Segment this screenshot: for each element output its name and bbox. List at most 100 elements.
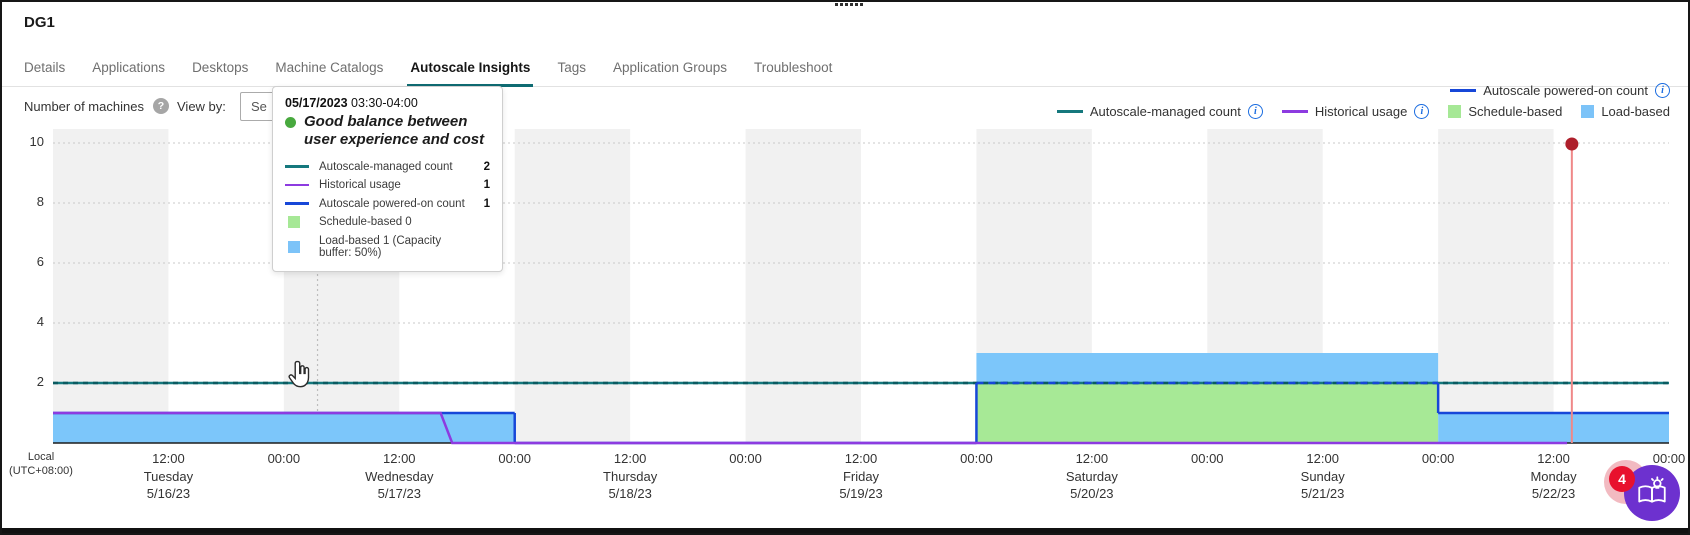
chart-y-axis-title: Number of machines [24, 99, 144, 114]
day-name-label: Tuesday [143, 469, 194, 484]
x-tick-label: 12:00 [613, 451, 647, 466]
window-bottom-edge [2, 528, 1688, 533]
tooltip-row-value: 1 [483, 179, 490, 192]
book-lightbulb-icon [1638, 476, 1666, 503]
legend-swatch-icon [1581, 105, 1595, 118]
x-tick-label: 00:00 [1652, 451, 1686, 466]
tooltip-row-value: 1 [483, 197, 490, 210]
legend-item: Load-based [1581, 104, 1670, 119]
tooltip-row-label: Schedule-based 0 [319, 216, 412, 229]
tooltip-swatch-icon [288, 216, 300, 229]
y-tick-label: 2 [36, 374, 44, 389]
info-icon[interactable]: i [1655, 83, 1670, 98]
legend-label: Autoscale-managed count [1089, 104, 1241, 119]
tooltip-row: Schedule-based 0 [285, 216, 490, 229]
tab-desktops[interactable]: Desktops [192, 60, 249, 75]
day-date-label: 5/20/23 [1070, 486, 1114, 501]
tooltip-swatch-icon [285, 202, 309, 205]
tab-autoscale-insights[interactable]: Autoscale Insights [407, 48, 534, 87]
tooltip-row: Autoscale powered-on count 1 [285, 198, 490, 210]
tooltip-row: Autoscale-managed count 2 [285, 161, 490, 173]
info-icon[interactable]: i [1247, 104, 1263, 119]
x-tick-label: 12:00 [152, 451, 185, 466]
day-date-label: 5/22/23 [1531, 486, 1576, 501]
x-tick-label: 12:00 [844, 451, 878, 466]
day-name-label: Friday [842, 469, 880, 484]
tooltip-row: Historical usage 1 [285, 179, 490, 191]
timezone-label: Local (UTC+08:00) [8, 450, 74, 479]
tooltip-row: Load-based 1 (Capacity buffer: 50%) [285, 235, 490, 259]
fab-notification-badge: 4 [1609, 466, 1635, 492]
tab-details[interactable]: Details [24, 60, 66, 75]
x-tick-label: 12:00 [383, 451, 416, 466]
tab-application-groups[interactable]: Application Groups [612, 60, 728, 75]
chart-tooltip: 05/17/2023 03:30-04:00 Good balance betw… [272, 86, 503, 272]
x-tick-label: 12:00 [1075, 451, 1109, 466]
tooltip-swatch-icon [285, 165, 309, 168]
mouse-cursor-icon [288, 360, 310, 388]
tooltip-headline: Good balance between user experience and… [304, 113, 485, 149]
day-name-label: Sunday [1300, 469, 1345, 484]
tooltip-row-label: Load-based 1 (Capacity buffer: 50%) [319, 234, 442, 259]
x-tick-label: 12:00 [1537, 451, 1570, 466]
y-tick-label: 8 [36, 194, 44, 209]
timezone-line1: Local [27, 451, 55, 463]
legend-label: Load-based [1601, 104, 1670, 119]
tab-machine-catalogs[interactable]: Machine Catalogs [275, 60, 384, 75]
day-name-label: Monday [1530, 469, 1577, 484]
legend-item: Schedule-based [1448, 104, 1562, 119]
tooltip-row-value: 2 [483, 160, 490, 173]
legend-label: Historical usage [1314, 104, 1408, 119]
day-date-label: 5/19/23 [839, 486, 883, 501]
legend-item: Historical usage i [1281, 104, 1430, 119]
day-name-label: Saturday [1065, 469, 1118, 484]
legend-item: Autoscale-managed count i [1056, 104, 1263, 119]
legend-item: Autoscale powered-on count i [1450, 83, 1670, 98]
legend-label: Autoscale powered-on count [1483, 83, 1648, 98]
x-tick-label: 00:00 [960, 451, 993, 466]
y-tick-label: 6 [36, 254, 44, 269]
tab-troubleshoot[interactable]: Troubleshoot [754, 60, 833, 75]
y-tick-label: 4 [36, 314, 44, 329]
day-name-label: Wednesday [365, 469, 434, 484]
info-icon[interactable]: i [1414, 104, 1430, 119]
tooltip-row-label: Autoscale powered-on count [319, 197, 465, 210]
legend-label: Schedule-based [1468, 104, 1563, 119]
page-title: DG1 [24, 14, 55, 31]
tooltip-row-label: Autoscale-managed count [319, 160, 453, 173]
tab-applications[interactable]: Applications [92, 60, 166, 75]
day-date-label: 5/21/23 [1301, 486, 1345, 501]
day-name-label: Thursday [603, 469, 658, 484]
tab-separator [2, 86, 1688, 87]
tooltip-title: 05/17/2023 03:30-04:00 [285, 96, 490, 110]
legend-swatch-icon [1450, 89, 1477, 92]
day-date-label: 5/16/23 [146, 486, 191, 501]
x-tick-label: 00:00 [729, 451, 762, 466]
tooltip-date: 05/17/2023 [285, 96, 348, 110]
tooltip-swatch-icon [285, 183, 309, 187]
tab-tags[interactable]: Tags [557, 60, 586, 75]
tooltip-swatch-icon [288, 240, 300, 253]
view-by-label: View by: [177, 99, 226, 114]
legend-swatch-icon [1448, 105, 1462, 118]
chart-legend: Autoscale powered-on count i Autoscale-man… [1056, 83, 1670, 119]
x-tick-label: 00:00 [1191, 451, 1224, 466]
day-date-label: 5/17/23 [377, 486, 421, 501]
y-tick-label: 10 [29, 134, 44, 149]
window-drag-dots-icon [835, 3, 863, 6]
timezone-line2: (UTC+08:00) [9, 465, 73, 478]
tooltip-row-label: Historical usage [319, 179, 401, 192]
x-tick-label: 00:00 [1421, 451, 1455, 466]
x-tick-label: 12:00 [1306, 451, 1339, 466]
tab-bar: Details Applications Desktops Machine Catal… [24, 48, 832, 87]
x-tick-label: 00:00 [267, 451, 301, 466]
view-by-select-value: Se [251, 99, 267, 114]
tooltip-rows: Autoscale-managed count 2 Historical usage… [285, 161, 490, 259]
help-icon[interactable]: ? [153, 98, 169, 114]
legend-swatch-icon [1281, 110, 1308, 113]
tooltip-time-range: 03:30-04:00 [351, 96, 418, 110]
day-date-label: 5/18/23 [608, 486, 652, 501]
status-dot-icon [285, 117, 296, 128]
